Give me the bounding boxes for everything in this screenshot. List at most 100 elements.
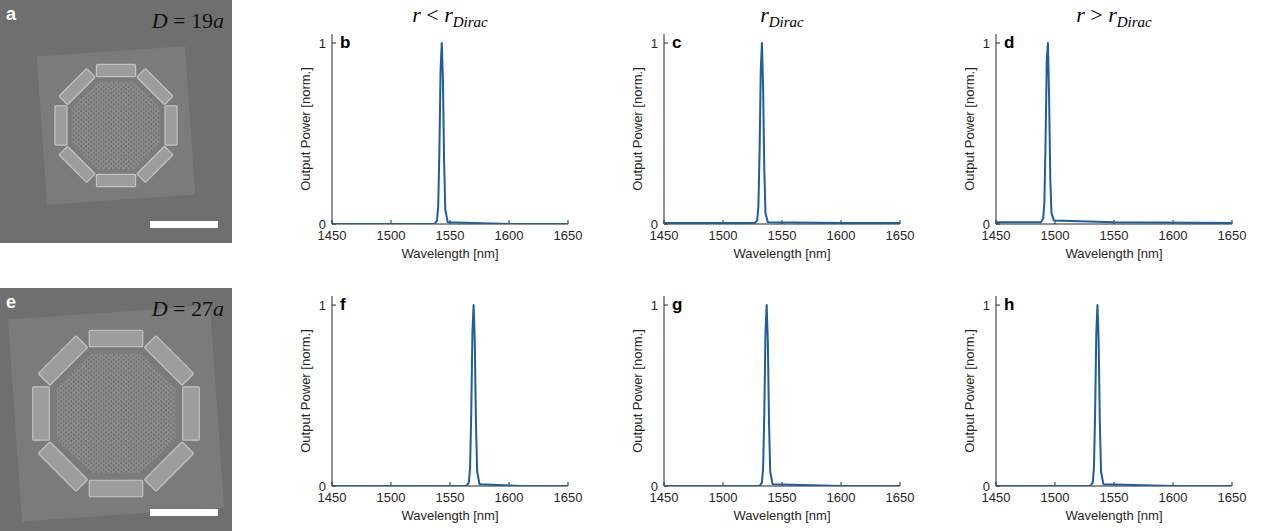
spectrum-line: [996, 43, 1232, 223]
x-tick-label: 1550: [768, 490, 797, 505]
x-tick-label: 1600: [827, 228, 856, 243]
data-group: [332, 305, 568, 486]
image-caption: D = 19a: [151, 8, 224, 33]
scale-bar: [150, 221, 218, 228]
y-axis: [996, 34, 997, 224]
y-tick-label: 0: [983, 217, 990, 232]
panel-letter: b: [340, 33, 350, 52]
x-tick-label: 1500: [377, 228, 406, 243]
x-axis-title: Wavelength [nm]: [1065, 246, 1162, 261]
y-axis: [664, 34, 665, 224]
plot: 1450150015501600165001Wavelength [nm]Out…: [298, 295, 582, 523]
y-tick: [332, 305, 336, 306]
image-caption: D = 27a: [151, 296, 224, 321]
y-axis-title: Output Power [norm.]: [630, 329, 645, 453]
y-axis: [664, 296, 665, 486]
header-subscript: Dirac: [768, 14, 804, 30]
panel-letter: a: [6, 4, 17, 24]
panel-letter: g: [672, 295, 682, 314]
x-axis-title: Wavelength [nm]: [733, 508, 830, 523]
data-group: [332, 43, 568, 224]
spectrum-line: [664, 43, 900, 223]
x-tick-label: 1500: [709, 228, 738, 243]
x-tick-label: 1600: [1159, 228, 1188, 243]
x-tick-label: 1650: [1218, 228, 1247, 243]
x-axis-title: Wavelength [nm]: [401, 508, 498, 523]
plot: 1450150015501600165001Wavelength [nm]Out…: [962, 33, 1246, 261]
column-header: r < rDirac: [412, 2, 488, 30]
y-tick: [664, 43, 668, 44]
x-tick-label: 1650: [886, 490, 915, 505]
data-group: [664, 305, 900, 486]
y-axis-title: Output Power [norm.]: [298, 329, 313, 453]
x-tick-label: 1550: [436, 490, 465, 505]
y-tick-label: 0: [651, 479, 658, 494]
x-axis-title: Wavelength [nm]: [401, 246, 498, 261]
x-axis-title: Wavelength [nm]: [1065, 508, 1162, 523]
y-tick-label: 1: [983, 36, 990, 51]
spectrum-line: [996, 305, 1232, 486]
x-tick-label: 1500: [377, 490, 406, 505]
y-tick-label: 1: [319, 36, 326, 51]
header-text: r < r: [412, 2, 453, 27]
x-tick-label: 1550: [768, 228, 797, 243]
y-axis-title: Output Power [norm.]: [630, 67, 645, 191]
y-tick-label: 1: [651, 298, 658, 313]
data-group: [996, 43, 1232, 223]
x-tick-label: 1650: [1218, 490, 1247, 505]
x-tick-label: 1600: [827, 490, 856, 505]
header-subscript: Dirac: [452, 14, 488, 30]
y-axis: [332, 34, 333, 224]
y-axis-title: Output Power [norm.]: [962, 329, 977, 453]
y-tick-label: 0: [319, 479, 326, 494]
y-axis-title: Output Power [norm.]: [298, 67, 313, 191]
header-subscript: Dirac: [1116, 14, 1152, 30]
sem-image: [0, 0, 232, 243]
y-tick-label: 1: [319, 298, 326, 313]
y-tick: [996, 305, 1000, 306]
y-tick: [664, 305, 668, 306]
panel-letter: c: [672, 33, 681, 52]
spectrum-line: [664, 305, 900, 486]
x-tick-label: 1600: [1159, 490, 1188, 505]
x-tick-label: 1650: [886, 228, 915, 243]
y-tick-label: 1: [651, 36, 658, 51]
spectrum-line: [332, 305, 568, 486]
sem-image: [0, 288, 232, 531]
y-tick-label: 1: [983, 298, 990, 313]
data-group: [664, 43, 900, 223]
plot: 1450150015501600165001Wavelength [nm]Out…: [962, 295, 1246, 523]
column-header: rDirac: [760, 2, 804, 30]
x-tick-label: 1600: [495, 490, 524, 505]
y-tick-label: 0: [319, 217, 326, 232]
figure: r < rDiracrDiracr > rDiracaD = 19aeD = 2…: [0, 0, 1268, 531]
y-axis: [996, 296, 997, 486]
panel-letter: e: [6, 292, 16, 312]
x-tick-label: 1500: [1041, 228, 1070, 243]
header-text: r > r: [1076, 2, 1117, 27]
x-tick-label: 1550: [1100, 228, 1129, 243]
x-tick-label: 1550: [1100, 490, 1129, 505]
y-axis: [332, 296, 333, 486]
y-tick-label: 0: [983, 479, 990, 494]
y-tick: [996, 43, 1000, 44]
plot: 1450150015501600165001Wavelength [nm]Out…: [298, 33, 582, 261]
plot: 1450150015501600165001Wavelength [nm]Out…: [630, 295, 914, 523]
y-axis-title: Output Power [norm.]: [962, 67, 977, 191]
y-tick-label: 0: [651, 217, 658, 232]
column-header: r > rDirac: [1076, 2, 1152, 30]
x-tick-label: 1650: [554, 228, 583, 243]
spectrum-line: [332, 43, 568, 224]
x-axis-title: Wavelength [nm]: [733, 246, 830, 261]
y-tick: [996, 224, 1000, 225]
panel-letter: f: [340, 295, 346, 314]
panel-letter: d: [1004, 33, 1014, 52]
x-tick-label: 1500: [1041, 490, 1070, 505]
x-tick-label: 1550: [436, 228, 465, 243]
y-tick: [332, 43, 336, 44]
x-tick-label: 1650: [554, 490, 583, 505]
x-tick-label: 1600: [495, 228, 524, 243]
plot: 1450150015501600165001Wavelength [nm]Out…: [630, 33, 914, 261]
data-group: [996, 305, 1232, 486]
x-tick-label: 1500: [709, 490, 738, 505]
